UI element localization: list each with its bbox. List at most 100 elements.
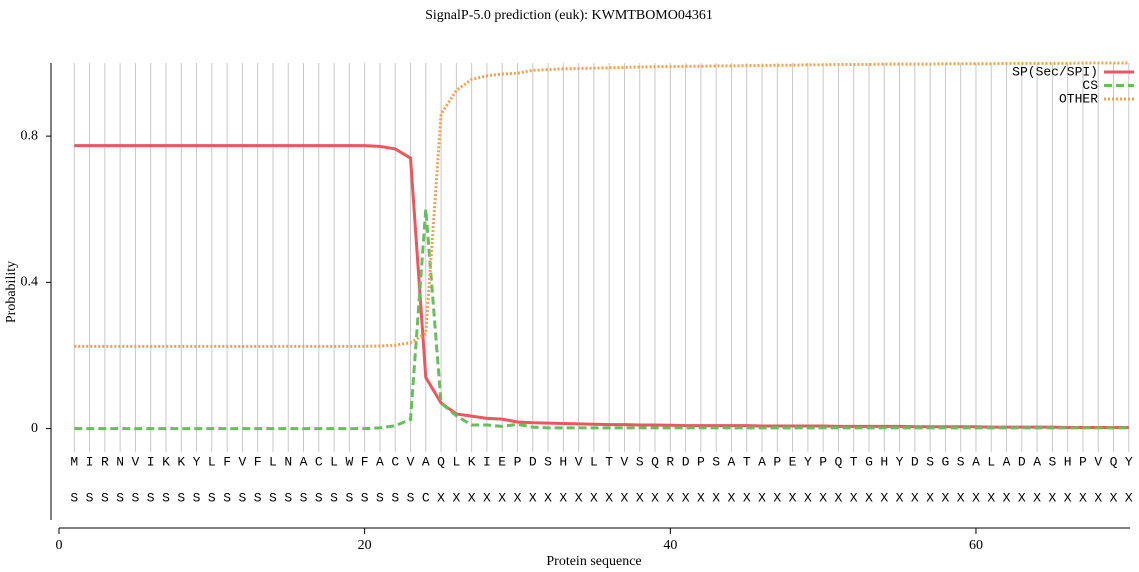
residue: N [116,454,124,469]
legend-label: SP(Sec/SPI) [1012,64,1098,79]
residue: Q [437,454,445,469]
residue-label: S [193,490,201,505]
x-tick-label: 20 [358,538,372,553]
residue-label: X [712,490,720,505]
residue-label: X [514,490,522,505]
residue: R [101,454,109,469]
residue-label: X [789,490,797,505]
residue: L [269,454,277,469]
residue: A [728,454,736,469]
residue: C [315,454,323,469]
residue: M [70,454,78,469]
residue-label: S [116,490,124,505]
residue-label: X [896,490,904,505]
residue-label: X [559,490,567,505]
residue-label: X [636,490,644,505]
residue: F [361,454,369,469]
residue: V [1094,454,1102,469]
residue: Y [1125,454,1133,469]
residue: S [712,454,720,469]
residue: K [468,454,476,469]
residue-label: X [575,490,583,505]
residue-label: X [590,490,598,505]
residue-label: X [498,490,506,505]
residue: H [880,454,888,469]
residue-label: S [254,490,262,505]
residue-label: X [1110,490,1118,505]
residue-label: X [819,490,827,505]
residue: D [529,454,537,469]
residue: F [223,454,231,469]
legend-label: CS [1082,78,1098,93]
residue-label: S [223,490,231,505]
residue-label: S [284,490,292,505]
residue-label: S [361,490,369,505]
residue-label: X [605,490,613,505]
series-line [74,144,1129,430]
residue-label: S [269,490,277,505]
residue-label: X [835,490,843,505]
residue-label: X [468,490,476,505]
residue: P [697,454,705,469]
residue-label: X [941,490,949,505]
residue-label: S [208,490,216,505]
residue: A [972,454,980,469]
residue-label: S [330,490,338,505]
residue-label: X [926,490,934,505]
residue: R [666,454,674,469]
residue: A [1033,454,1041,469]
residue: A [1003,454,1011,469]
residue: P [1079,454,1087,469]
residue-label: X [666,490,674,505]
legend-label: OTHER [1059,91,1098,106]
residue-label: X [972,490,980,505]
residue-label: X [1033,490,1041,505]
residue: A [758,454,766,469]
residue: Q [651,454,659,469]
residue: L [452,454,460,469]
residue: T [850,454,858,469]
residue-label: X [850,490,858,505]
residue: D [682,454,690,469]
residue: L [590,454,598,469]
residue-label: S [147,490,155,505]
residue: I [86,454,94,469]
residue: F [254,454,262,469]
residue: S [957,454,965,469]
x-tick-label: 40 [663,538,677,553]
residue: S [544,454,552,469]
residue-label: S [300,490,308,505]
residue-label: S [345,490,353,505]
residue-label: X [804,490,812,505]
residue-label: X [483,490,491,505]
y-axis-title: Probability [4,261,19,323]
residue: V [621,454,629,469]
residue-label: X [1079,490,1087,505]
residue: S [636,454,644,469]
residue: W [345,454,353,469]
residue: C [391,454,399,469]
residue-label: X [773,490,781,505]
residue: Y [804,454,812,469]
residue-label: C [422,490,430,505]
residue-label: X [743,490,751,505]
residue-label: X [1125,490,1133,505]
residue-label: X [758,490,766,505]
residue-label: X [911,490,919,505]
residue: A [422,454,430,469]
residue: K [177,454,185,469]
x-tick-label: 60 [969,538,983,553]
residue-label: X [621,490,629,505]
residue: Y [896,454,904,469]
y-tick-label: 0 [31,421,38,436]
residue-label: X [1018,490,1026,505]
residue: V [407,454,415,469]
residue-label: S [407,490,415,505]
residue-label: S [101,490,109,505]
residue-label: S [86,490,94,505]
residue-label: S [391,490,399,505]
x-tick-label: 0 [56,538,63,553]
residue: T [605,454,613,469]
residue-label: X [1064,490,1072,505]
